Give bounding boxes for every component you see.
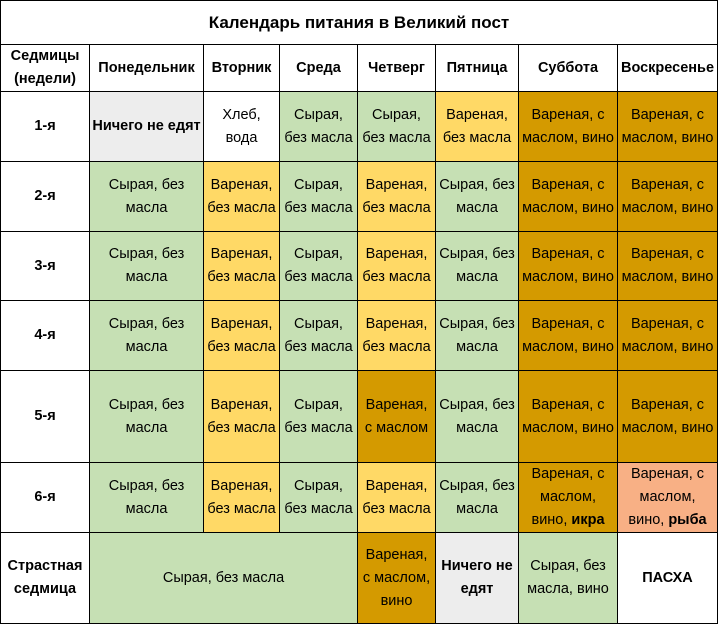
cell-sunday-fish: рыба <box>668 512 707 528</box>
cell-sunday: Вареная, с маслом, вино <box>617 300 718 371</box>
cell-friday: Сырая, без масла <box>435 370 519 463</box>
table-row-week-4: 4-я Сырая, без масла Вареная, без масла … <box>0 300 718 371</box>
page-title: Календарь питания в Великий пост <box>0 0 718 45</box>
cell-friday: Сырая, без масла <box>435 300 519 371</box>
cell-tuesday: Вареная, без масла <box>203 462 280 533</box>
header-sunday: Воскресенье <box>617 44 718 92</box>
cell-tuesday: Вареная, без масла <box>203 231 280 301</box>
table-row-week-3: 3-я Сырая, без масла Вареная, без масла … <box>0 231 718 301</box>
cell-monday-to-wednesday: Сырая, без масла <box>89 532 358 624</box>
header-friday: Пятница <box>435 44 519 92</box>
cell-tuesday: Вареная, без масла <box>203 370 280 463</box>
cell-sunday-pascha: ПАСХА <box>617 532 718 624</box>
cell-sunday: Вареная, с маслом, вино <box>617 91 718 162</box>
cell-monday: Сырая, без масла <box>89 300 204 371</box>
cell-saturday-text: Вареная, с маслом, вино, <box>531 466 605 528</box>
table-row-week-2: 2-я Сырая, без масла Вареная, без масла … <box>0 161 718 232</box>
cell-tuesday: Вареная, без масла <box>203 161 280 232</box>
header-thursday: Четверг <box>357 44 436 92</box>
header-monday: Понедельник <box>89 44 204 92</box>
table-row-holy-week: Страстная седмица Сырая, без масла Варен… <box>0 532 718 624</box>
cell-thursday: Вареная, без масла <box>357 231 436 301</box>
table-row-week-6: 6-я Сырая, без масла Вареная, без масла … <box>0 462 718 533</box>
cell-thursday: Сырая, без масла <box>357 91 436 162</box>
cell-thursday: Вареная, с маслом <box>357 370 436 463</box>
cell-wednesday: Сырая, без масла <box>279 462 358 533</box>
cell-wednesday: Сырая, без масла <box>279 370 358 463</box>
header-tuesday: Вторник <box>203 44 280 92</box>
cell-thursday: Вареная, с маслом, вино <box>357 532 436 624</box>
cell-sunday: Вареная, с маслом, вино <box>617 231 718 301</box>
cell-saturday: Вареная, с маслом, вино <box>518 370 618 463</box>
cell-sunday: Вареная, с маслом, вино <box>617 370 718 463</box>
cell-friday: Сырая, без масла <box>435 161 519 232</box>
cell-saturday: Вареная, с маслом, вино <box>518 91 618 162</box>
cell-friday: Сырая, без масла <box>435 231 519 301</box>
cell-sunday: Вареная, с маслом, вино <box>617 161 718 232</box>
cell-friday: Ничего не едят <box>435 532 519 624</box>
week-label: 5-я <box>0 370 90 463</box>
cell-monday: Сырая, без масла <box>89 462 204 533</box>
cell-thursday: Вареная, без масла <box>357 161 436 232</box>
cell-monday: Сырая, без масла <box>89 231 204 301</box>
cell-wednesday: Сырая, без масла <box>279 91 358 162</box>
cell-friday: Вареная, без масла <box>435 91 519 162</box>
week-label: 6-я <box>0 462 90 533</box>
cell-saturday: Вареная, с маслом, вино, икра <box>518 462 618 533</box>
week-label: 2-я <box>0 161 90 232</box>
cell-saturday: Вареная, с маслом, вино <box>518 300 618 371</box>
cell-monday: Сырая, без масла <box>89 161 204 232</box>
week-label: 3-я <box>0 231 90 301</box>
cell-saturday-caviar: икра <box>571 512 605 528</box>
cell-wednesday: Сырая, без масла <box>279 231 358 301</box>
header-weeks: Седмицы (недели) <box>0 44 90 92</box>
cell-sunday: Вареная, с маслом, вино, рыба <box>617 462 718 533</box>
cell-saturday: Вареная, с маслом, вино <box>518 161 618 232</box>
week-label: 4-я <box>0 300 90 371</box>
cell-sunday-text: Вареная, с маслом, вино, <box>628 466 705 528</box>
cell-wednesday: Сырая, без масла <box>279 300 358 371</box>
cell-tuesday: Вареная, без масла <box>203 300 280 371</box>
cell-thursday: Вареная, без масла <box>357 300 436 371</box>
cell-monday: Сырая, без масла <box>89 370 204 463</box>
week-label: Страстная седмица <box>0 532 90 624</box>
header-wednesday: Среда <box>279 44 358 92</box>
cell-tuesday: Хлеб, вода <box>203 91 280 162</box>
cell-monday: Ничего не едят <box>89 91 204 162</box>
cell-wednesday: Сырая, без масла <box>279 161 358 232</box>
table-row-week-5: 5-я Сырая, без масла Вареная, без масла … <box>0 370 718 463</box>
cell-friday: Сырая, без масла <box>435 462 519 533</box>
cell-thursday: Вареная, без масла <box>357 462 436 533</box>
table-row-week-1: 1-я Ничего не едят Хлеб, вода Сырая, без… <box>0 91 718 162</box>
week-label: 1-я <box>0 91 90 162</box>
cell-saturday: Вареная, с маслом, вино <box>518 231 618 301</box>
cell-saturday: Сырая, без масла, вино <box>518 532 618 624</box>
header-saturday: Суббота <box>518 44 618 92</box>
